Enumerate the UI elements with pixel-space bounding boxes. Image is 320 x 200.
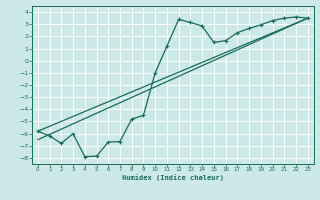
X-axis label: Humidex (Indice chaleur): Humidex (Indice chaleur): [122, 174, 224, 181]
